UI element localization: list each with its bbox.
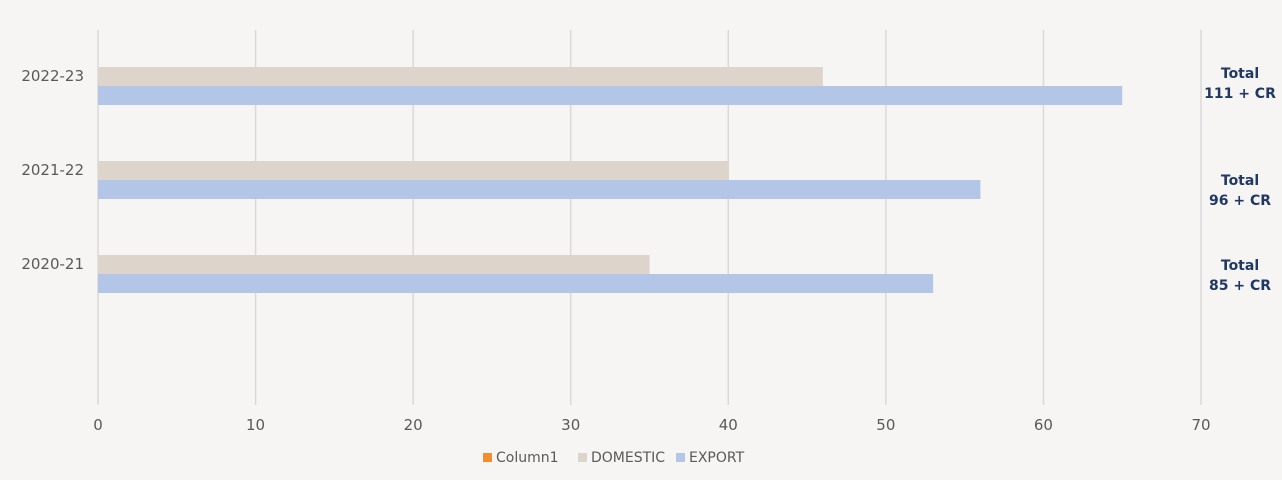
total-annotation-line: Total [1221, 173, 1259, 189]
x-axis-tick-labels: 0 10 20 30 40 50 60 70 [93, 416, 1210, 434]
bar-export-2021-22 [98, 180, 981, 199]
x-tick-label: 20 [404, 416, 423, 434]
bar-domestic-2022-23 [98, 67, 823, 86]
total-annotation-line: Total [1221, 66, 1259, 82]
total-annotation-line: 85 + CR [1209, 278, 1271, 294]
legend-label: DOMESTIC [591, 450, 665, 466]
legend-label: EXPORT [689, 450, 745, 466]
x-tick-label: 40 [719, 416, 738, 434]
legend-label: Column1 [496, 450, 559, 466]
legend-swatch [578, 453, 587, 462]
legend: Column1 DOMESTIC EXPORT [483, 450, 745, 466]
bar-domestic-2021-22 [98, 161, 729, 180]
legend-swatch [483, 453, 492, 462]
bar-export-2022-23 [98, 86, 1123, 105]
y-category-label: 2020-21 [21, 255, 84, 273]
x-tick-label: 50 [876, 416, 895, 434]
legend-swatch [676, 453, 685, 462]
total-annotation-line: Total [1221, 258, 1259, 274]
y-category-label: 2022-23 [21, 67, 84, 85]
total-annotation-line: 111 + CR [1204, 86, 1276, 102]
y-category-label: 2021-22 [21, 161, 84, 179]
x-tick-label: 10 [246, 416, 265, 434]
x-tick-label: 30 [561, 416, 580, 434]
x-tick-label: 70 [1191, 416, 1210, 434]
total-annotation-line: 96 + CR [1209, 193, 1271, 209]
bars [98, 67, 1123, 293]
x-tick-label: 0 [93, 416, 103, 434]
bar-export-2020-21 [98, 274, 934, 293]
x-tick-label: 60 [1034, 416, 1053, 434]
bar-domestic-2020-21 [98, 255, 650, 274]
total-annotations: Total 111 + CR Total 96 + CR Total 85 + CR [1204, 66, 1276, 294]
y-axis-category-labels: 2022-23 2021-22 2020-21 [21, 67, 84, 273]
